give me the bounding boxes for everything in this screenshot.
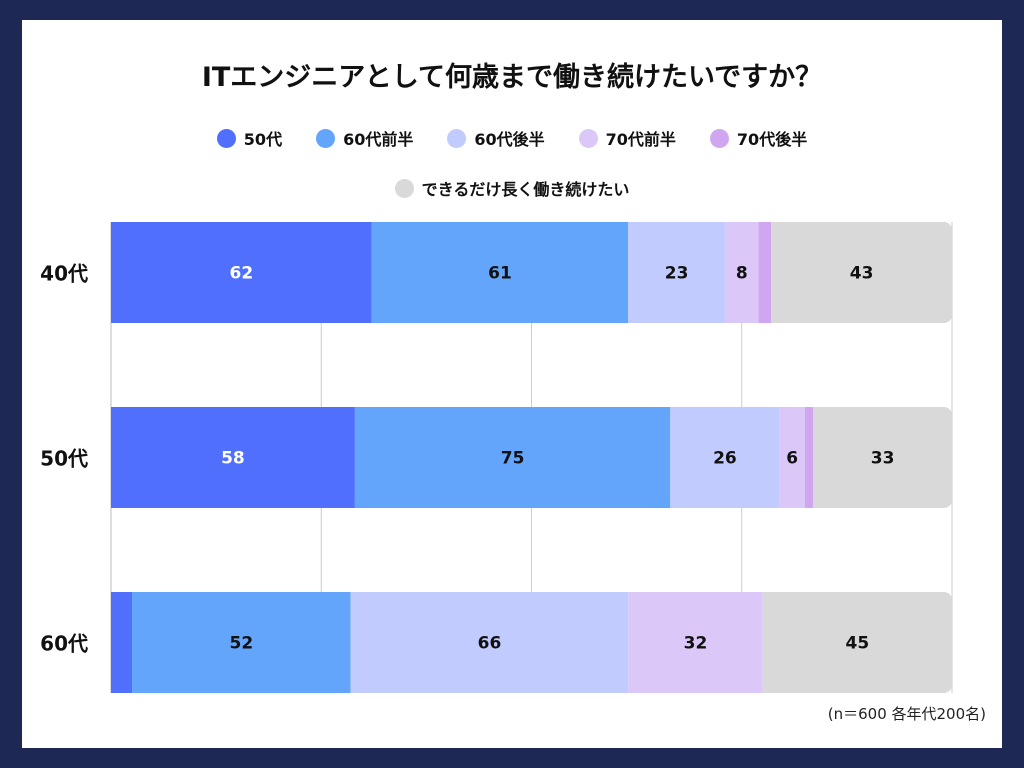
data-label: 26 <box>713 449 737 469</box>
legend-label: 60代前半 <box>343 130 414 149</box>
legend-swatch <box>709 128 729 148</box>
data-label: 32 <box>684 634 708 654</box>
legend-item: 60代後半 <box>447 126 545 150</box>
legend-item: 50代 <box>216 126 283 150</box>
bar-segment <box>111 222 372 323</box>
legend-label: 70代前半 <box>605 130 676 149</box>
legend: 50代 60代前半 60代後半 70代前半 70代後半 <box>0 126 1024 150</box>
bar-segment <box>628 222 725 323</box>
legend-item: 60代前半 <box>316 126 413 150</box>
legend-swatch <box>216 128 236 148</box>
data-label: 52 <box>230 634 254 654</box>
bar-segment <box>132 592 351 693</box>
bar-segment <box>354 407 671 508</box>
bar-segment <box>724 222 759 323</box>
legend-swatch <box>578 128 598 148</box>
category-label: 40代 <box>40 262 88 286</box>
data-label: 33 <box>871 449 895 469</box>
bar-segment <box>670 407 780 508</box>
data-label: 75 <box>501 449 525 469</box>
bar-segment <box>779 407 805 508</box>
legend-label: 70代後半 <box>736 130 808 149</box>
legend-swatch <box>316 128 336 148</box>
bar-segment <box>771 222 952 323</box>
bar-segment <box>111 592 133 693</box>
chart-title: ITエンジニアとして何歳まで働き続けたいですか？ <box>201 62 823 93</box>
bar-segment <box>762 592 952 693</box>
category-label: 50代 <box>40 447 88 471</box>
data-label: 8 <box>736 264 748 284</box>
legend-label: 50代 <box>243 130 283 149</box>
data-label: 66 <box>478 634 502 654</box>
bar-segment <box>628 592 763 693</box>
data-label: 61 <box>488 264 512 284</box>
sample-note: (n＝600 各年代200名) <box>827 705 986 723</box>
legend-item: 70代前半 <box>578 126 676 150</box>
data-label: 23 <box>665 264 689 284</box>
data-label: 43 <box>850 264 874 284</box>
data-label: 62 <box>230 264 254 284</box>
bar-segment <box>804 407 814 508</box>
legend-label: できるだけ長く働き続けたい <box>421 180 630 199</box>
legend-label: 60代後半 <box>474 130 545 149</box>
legend-item: できるだけ長く働き続けたい <box>394 176 630 200</box>
category-label: 60代 <box>40 632 88 656</box>
bar-segment <box>758 222 772 323</box>
bar-segment <box>350 592 629 693</box>
bar-segment <box>371 222 629 323</box>
legend-item: 70代後半 <box>709 126 808 150</box>
bar-segment <box>111 407 355 508</box>
data-label: 58 <box>221 449 245 469</box>
data-label: 6 <box>786 449 798 469</box>
data-label: 45 <box>846 634 870 654</box>
bar-segment <box>813 407 952 508</box>
legend-swatch <box>394 178 414 198</box>
legend-swatch <box>447 128 467 148</box>
legend-row-2: できるだけ長く働き続けたい <box>0 176 1024 200</box>
